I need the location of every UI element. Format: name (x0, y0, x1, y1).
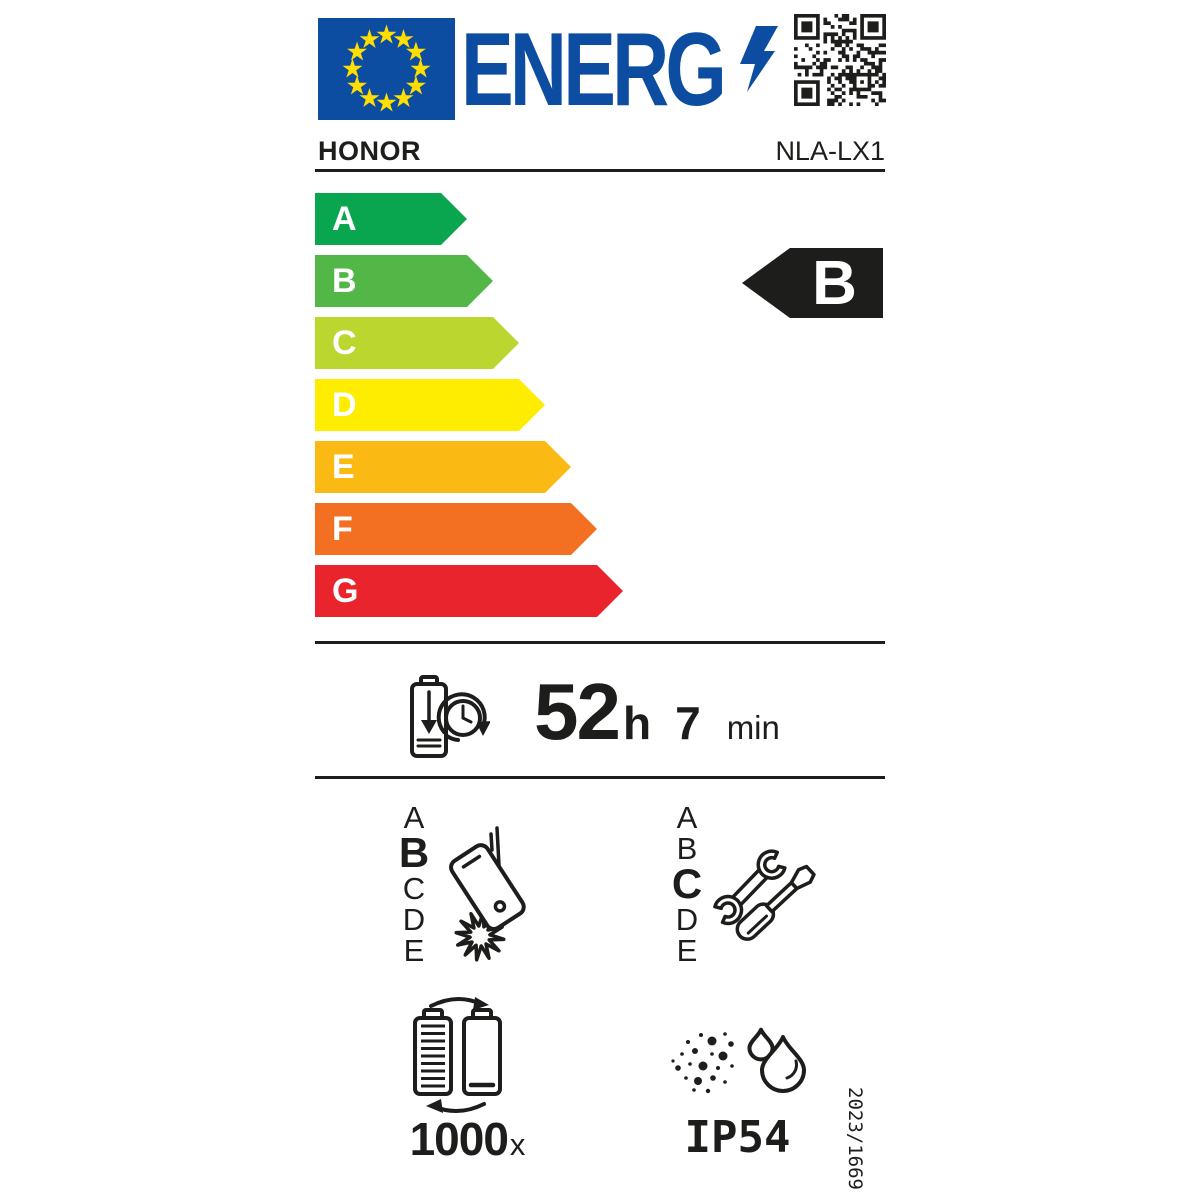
grade-letter: D (402, 902, 426, 937)
scale-arrow-a: A (315, 193, 467, 245)
grade-letter: E (676, 933, 698, 968)
endurance-minutes-unit: min (726, 709, 780, 746)
scale-letter: E (332, 448, 355, 486)
lightning-bolt-icon (740, 26, 778, 92)
divider-1 (315, 641, 885, 644)
endurance-hours: 52 (534, 667, 621, 756)
grade-letter: A (403, 800, 425, 835)
cycles-unit: x (509, 1127, 526, 1162)
model-identifier: NLA-LX1 (775, 136, 885, 166)
scale-letter: C (332, 324, 357, 362)
brand-name: HONOR (318, 136, 421, 166)
falling-phone-icon (449, 826, 526, 962)
endurance-minutes: 7 (675, 697, 701, 749)
regulation-number: 2023/1669 (844, 1087, 866, 1190)
energy-class-indicator: B (742, 248, 883, 318)
energ-logo-text: ENERG (461, 12, 727, 128)
battery-cycles-icon (413, 997, 502, 1113)
endurance-hours-unit: h (622, 697, 652, 749)
grade-letter: A (676, 800, 698, 835)
scale-arrow-e: E (315, 441, 571, 493)
battery-cycles-value: 1000x (385, 1112, 550, 1166)
grade-letter: C (671, 860, 703, 907)
scale-letter: A (332, 200, 357, 238)
grade-letter: B (676, 831, 698, 866)
qr-code-icon (794, 14, 886, 106)
grade-letter: D (675, 902, 699, 937)
scale-letter: F (332, 510, 353, 548)
dust-water-icon (671, 1020, 808, 1094)
scale-arrow-d: D (315, 379, 545, 431)
scale-arrow-g: G (315, 565, 623, 617)
cycles-number: 1000 (409, 1113, 509, 1165)
repairability-scale: A B C D E (665, 802, 709, 966)
grade-letter: C (402, 871, 426, 906)
drop-reliability-scale: A B C D E (392, 802, 436, 966)
eu-flag-icon (318, 18, 455, 120)
grade-letter: B (398, 829, 430, 876)
scale-letter: B (332, 262, 357, 300)
divider-2 (315, 776, 885, 779)
scale-letter: G (332, 572, 359, 610)
scale-arrow-c: C (315, 317, 519, 369)
battery-endurance-value: 52 h 7 min (534, 672, 780, 752)
battery-endurance-icon (410, 675, 490, 758)
ip-rating-value: IP54 (684, 1112, 791, 1163)
header-divider (315, 169, 885, 172)
repair-tools-icon (713, 849, 816, 941)
scale-arrow-f: F (315, 503, 597, 555)
scale-arrow-b: B (315, 255, 493, 307)
scale-letter: D (332, 386, 357, 424)
grade-letter: E (403, 933, 425, 968)
